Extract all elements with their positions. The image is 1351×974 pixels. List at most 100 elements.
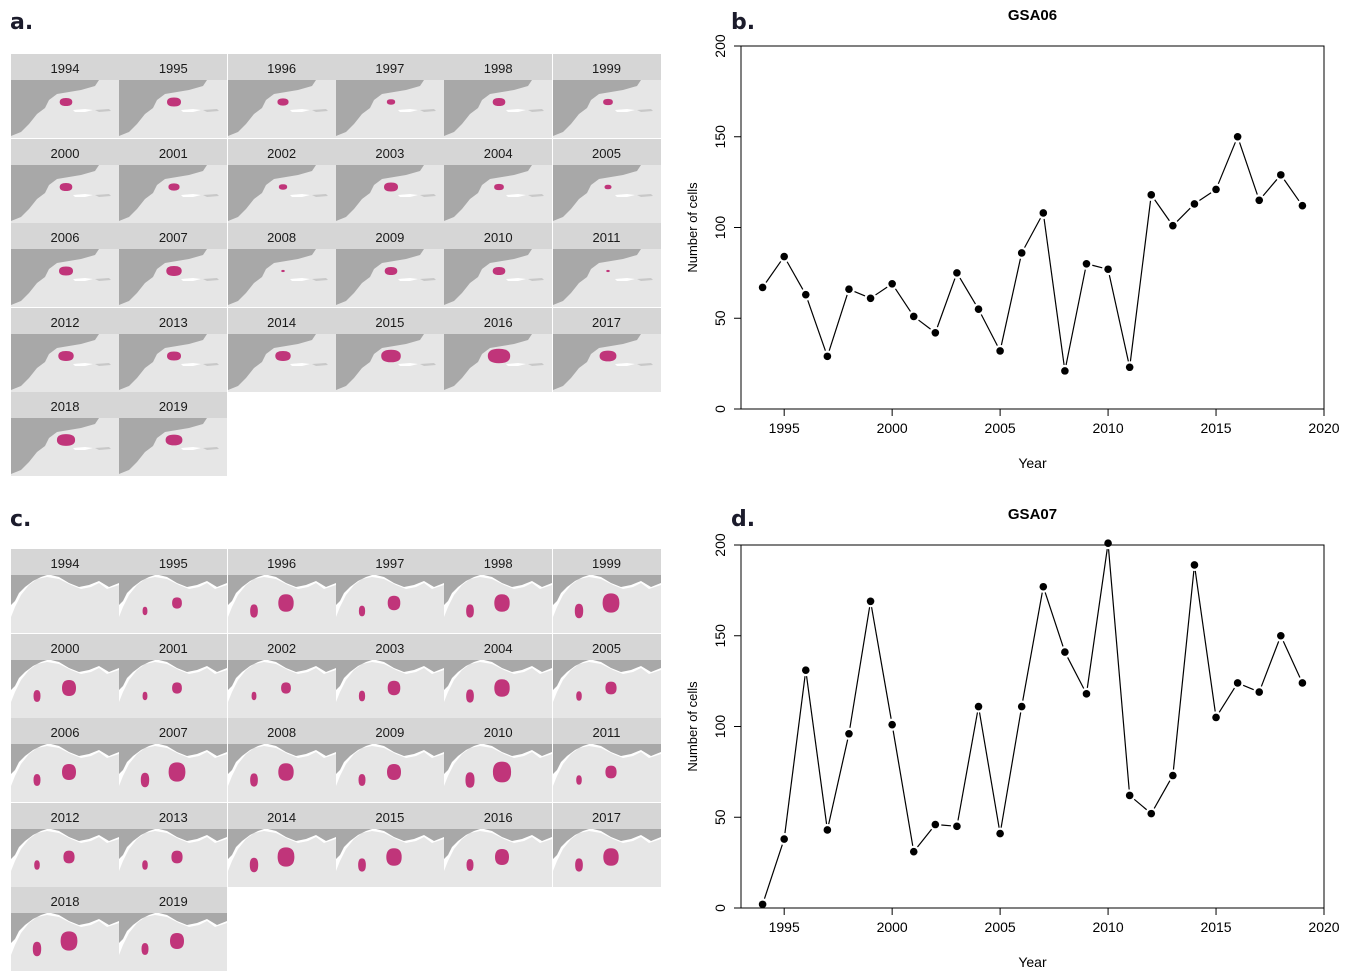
map-tile-image bbox=[444, 249, 545, 305]
habitat-patch-west bbox=[251, 691, 257, 700]
map-tile-year: 2010 bbox=[483, 725, 513, 740]
island-white bbox=[181, 193, 202, 197]
map-tile-strip bbox=[227, 223, 336, 249]
data-point bbox=[1125, 363, 1134, 372]
coastline-land bbox=[119, 333, 208, 390]
habitat-patch-west bbox=[141, 943, 149, 955]
island-grey bbox=[419, 193, 436, 197]
sea-outer bbox=[227, 659, 336, 702]
map-tile-strip bbox=[552, 54, 661, 80]
series-line-segment bbox=[875, 286, 888, 296]
map-tile-strip bbox=[11, 54, 119, 80]
map-tile-strip bbox=[227, 549, 336, 575]
map-tile-image bbox=[119, 249, 220, 305]
map-tile-strip bbox=[11, 633, 119, 660]
series-line-segment bbox=[916, 828, 933, 848]
series-line-segment bbox=[894, 288, 911, 312]
habitat-patch bbox=[168, 762, 186, 782]
series-line-segment bbox=[1262, 179, 1278, 197]
data-point bbox=[758, 283, 767, 292]
coastline-land-west bbox=[227, 828, 264, 859]
x-tick-label: 2015 bbox=[1200, 420, 1231, 436]
map-tile-year: 1999 bbox=[592, 61, 621, 76]
map-tile-image bbox=[227, 164, 328, 221]
y-axis-label: Number of cells bbox=[685, 182, 700, 273]
map-tile: 2000 bbox=[11, 633, 119, 718]
coastline-land-west bbox=[335, 575, 372, 605]
data-point bbox=[758, 900, 767, 909]
map-tile-image bbox=[335, 333, 436, 390]
plot-frame bbox=[740, 544, 1325, 909]
data-point bbox=[1147, 809, 1156, 818]
map-tile-strip bbox=[11, 718, 119, 744]
island-grey bbox=[419, 278, 436, 281]
habitat-patch-west bbox=[142, 606, 148, 616]
map-tile: 2007 bbox=[119, 718, 228, 802]
habitat-patch bbox=[387, 595, 401, 611]
habitat-patch bbox=[167, 97, 182, 107]
series-line-segment bbox=[1242, 684, 1254, 691]
series-line-segment bbox=[1129, 200, 1152, 362]
habitat-patch bbox=[602, 593, 619, 613]
map-tile: 1999 bbox=[552, 54, 661, 138]
data-point bbox=[1104, 265, 1112, 274]
habitat-patch-west bbox=[142, 859, 149, 870]
map-tile-strip bbox=[335, 633, 444, 660]
habitat-patch bbox=[280, 269, 285, 273]
habitat-patch bbox=[59, 182, 73, 191]
data-point bbox=[974, 702, 983, 711]
map-tile-strip bbox=[444, 802, 553, 829]
habitat-patch bbox=[58, 350, 74, 361]
data-point bbox=[1277, 171, 1285, 179]
map-tile-year: 2019 bbox=[158, 894, 188, 909]
habitat-patch-west bbox=[142, 691, 148, 700]
map-tile-image bbox=[335, 575, 444, 617]
habitat-patch bbox=[172, 597, 183, 609]
map-tile-year: 2005 bbox=[592, 640, 621, 656]
map-tile: 2013 bbox=[119, 307, 228, 392]
map-tile-strip bbox=[119, 392, 228, 418]
coastline-land-west bbox=[444, 659, 481, 690]
island-white bbox=[506, 193, 527, 197]
data-point bbox=[909, 847, 918, 856]
habitat-patch bbox=[387, 680, 401, 695]
coastline-land bbox=[444, 80, 533, 136]
map-tile-strip bbox=[335, 718, 444, 744]
map-tile-year: 2008 bbox=[267, 725, 297, 740]
habitat-patch bbox=[604, 184, 611, 189]
island-white bbox=[289, 362, 310, 366]
sea-outer bbox=[335, 744, 444, 786]
map-tile: 2002 bbox=[227, 633, 336, 718]
coastline-land-west bbox=[119, 575, 156, 605]
series-line-segment bbox=[763, 844, 783, 899]
map-tile: 2018 bbox=[11, 887, 119, 971]
coastline-land bbox=[267, 575, 336, 587]
map-tile: 2007 bbox=[119, 223, 228, 307]
series-line-segment bbox=[828, 294, 848, 351]
series-line-segment bbox=[854, 290, 866, 297]
map-tile-year: 2002 bbox=[267, 145, 297, 161]
coastline-land bbox=[51, 828, 119, 841]
map-tile-image bbox=[335, 249, 436, 305]
series-line-segment bbox=[1086, 549, 1108, 688]
habitat-patch bbox=[165, 434, 183, 446]
coastline-land bbox=[227, 249, 316, 305]
habitat-patch bbox=[278, 183, 287, 190]
data-point bbox=[1255, 688, 1264, 696]
coastline-land-west bbox=[11, 913, 47, 943]
map-tile-strip bbox=[444, 138, 553, 165]
habitat-patch-west bbox=[466, 688, 475, 703]
line-chart-gsa07: GSA07 1995 2000 2005 2010 2015 2020 0 50 100 150 20… bbox=[685, 506, 1340, 970]
map-tile-strip bbox=[552, 718, 661, 744]
data-point bbox=[888, 720, 896, 729]
habitat-patch bbox=[386, 764, 401, 780]
island-grey bbox=[528, 193, 545, 197]
habitat-patch-west bbox=[33, 689, 41, 702]
series-line-segment bbox=[786, 261, 804, 290]
habitat-patch bbox=[492, 97, 506, 107]
coastline-land bbox=[159, 913, 228, 925]
y-tick-label: 100 bbox=[712, 715, 728, 739]
island-white bbox=[506, 362, 527, 366]
map-tile-year: 1994 bbox=[50, 61, 80, 76]
